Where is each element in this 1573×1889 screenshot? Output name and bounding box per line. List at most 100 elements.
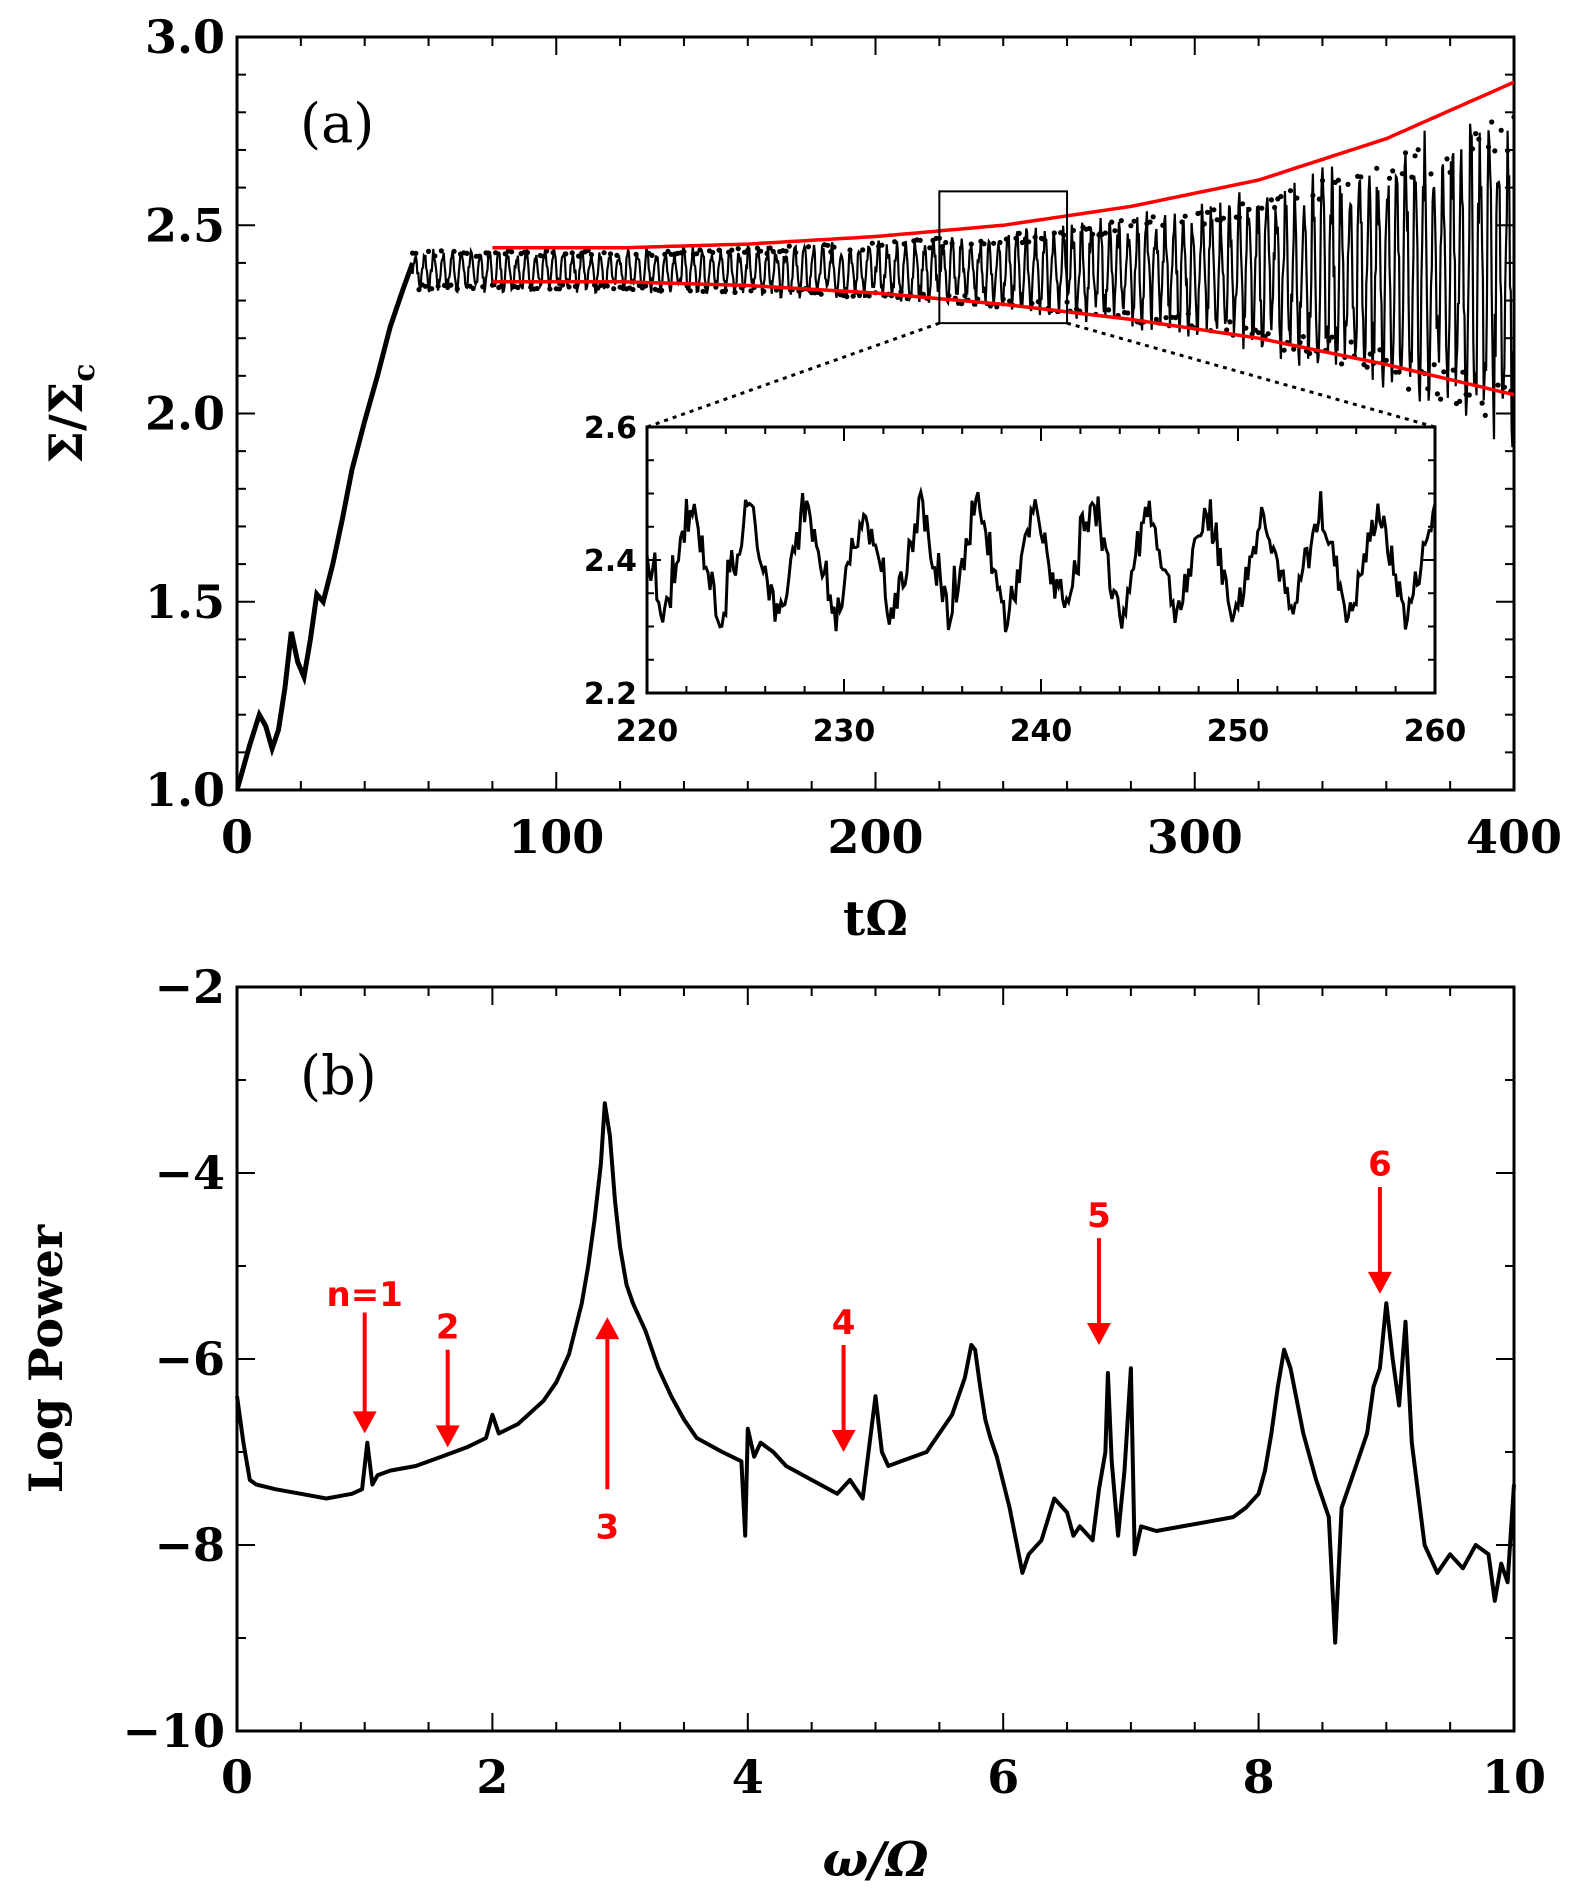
data-point	[1482, 412, 1488, 418]
data-point	[1026, 239, 1032, 245]
data-point	[1495, 382, 1501, 388]
data-point	[1007, 298, 1013, 304]
annotation-arrow-head	[831, 1430, 856, 1452]
data-point	[1476, 136, 1482, 142]
data-point	[1019, 239, 1025, 246]
data-point	[1131, 218, 1137, 224]
series-upper-envelope	[492, 80, 1514, 250]
data-point	[761, 288, 767, 294]
data-point	[764, 250, 770, 257]
data-point	[483, 250, 489, 256]
data-point	[416, 287, 422, 293]
data-point	[1348, 339, 1354, 345]
y-tick-label-a: 2.0	[145, 387, 225, 441]
data-point	[544, 248, 550, 254]
series-oscillation	[411, 123, 1514, 448]
data-point	[1150, 214, 1156, 220]
panel-label-a: (a)	[300, 92, 374, 155]
data-point	[1374, 165, 1380, 171]
inset-series	[645, 486, 1437, 633]
data-point	[1003, 236, 1010, 242]
data-point	[1013, 235, 1019, 241]
data-point	[499, 282, 505, 288]
inset-y-tick-label: 2.4	[584, 544, 637, 579]
data-point	[438, 248, 444, 254]
data-point	[732, 289, 738, 295]
x-tick-label-b: 8	[1243, 1750, 1275, 1804]
data-point	[1319, 177, 1326, 184]
data-point	[1489, 119, 1495, 125]
data-point	[818, 291, 824, 297]
data-point	[432, 253, 438, 259]
data-point	[1032, 234, 1038, 240]
x-axis-title-b: ω/Ω	[823, 1832, 929, 1888]
data-point	[1220, 215, 1227, 221]
x-tick-label-b: 4	[732, 1750, 764, 1804]
data-point	[1016, 230, 1022, 236]
data-point	[946, 293, 952, 299]
data-point	[493, 250, 499, 256]
annotation-arrow-head	[595, 1317, 620, 1340]
data-point	[1316, 196, 1322, 202]
data-point	[1086, 225, 1092, 232]
data-point	[687, 288, 693, 294]
data-point	[1240, 201, 1246, 207]
data-point	[1042, 237, 1048, 243]
inset-x-tick-label: 220	[616, 714, 679, 749]
x-tick-label-a: 100	[508, 810, 604, 864]
annotation-arrow-head	[435, 1425, 460, 1448]
data-point	[1029, 300, 1035, 306]
data-point	[1272, 204, 1278, 211]
panel-a: 0 100 200 300 400 1.0 1.5 2.0 2.5 3.0 tΩ Σ/Σc (a) 220…	[39, 10, 1562, 947]
data-point	[681, 249, 687, 255]
data-point	[1402, 150, 1409, 156]
x-tick-label-b: 10	[1482, 1750, 1546, 1804]
data-point	[1444, 156, 1450, 162]
data-point	[783, 248, 789, 254]
series-lower-envelope	[492, 279, 1514, 397]
data-point	[563, 251, 569, 257]
data-point	[722, 287, 729, 294]
data-point	[1326, 338, 1332, 344]
data-point	[1505, 148, 1511, 154]
data-point	[448, 282, 454, 288]
data-point	[997, 239, 1003, 246]
data-point	[566, 284, 572, 290]
data-point	[1291, 346, 1297, 352]
data-point	[991, 240, 997, 246]
data-point	[659, 287, 665, 293]
data-point	[1377, 347, 1383, 353]
data-point	[470, 285, 476, 291]
data-point	[1201, 221, 1207, 227]
mode-annotation: 3	[595, 1317, 620, 1547]
data-point	[767, 245, 773, 251]
panel-label-b: (b)	[300, 1044, 377, 1107]
data-point	[604, 283, 610, 289]
data-point	[1406, 386, 1412, 392]
data-point	[1367, 351, 1373, 357]
data-point	[1000, 296, 1006, 302]
data-point	[1297, 339, 1303, 346]
data-point	[1294, 195, 1300, 201]
inset-x-tick-label: 240	[1010, 714, 1073, 749]
annotation-label: 5	[1087, 1196, 1111, 1236]
data-point	[515, 284, 521, 291]
data-point	[572, 283, 579, 289]
data-point	[1364, 364, 1370, 370]
data-point	[1281, 347, 1287, 353]
inset-frame	[645, 425, 1437, 695]
data-point	[1204, 209, 1211, 215]
y-tick-label-b: −8	[154, 1518, 225, 1572]
data-point	[869, 240, 875, 246]
data-point	[856, 292, 863, 299]
data-point	[1198, 210, 1204, 216]
data-point	[1329, 334, 1335, 340]
x-tick-label-b: 0	[221, 1750, 253, 1804]
data-point	[1310, 192, 1316, 198]
data-point	[1485, 144, 1492, 150]
data-point	[805, 244, 812, 250]
x-tick-label-a: 0	[221, 810, 253, 864]
data-point	[939, 243, 946, 250]
x-axis-title-a: tΩ	[843, 891, 908, 947]
data-point	[1243, 325, 1249, 331]
